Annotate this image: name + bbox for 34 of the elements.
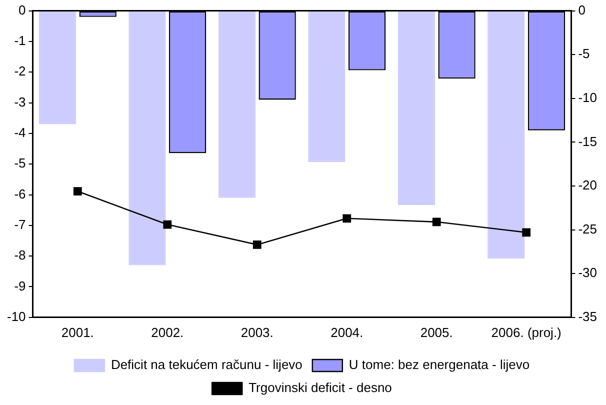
x-tick-label: 2004. [330,324,364,340]
y2-tick-label: -20 [578,178,598,193]
y-tick-label: -9 [14,278,26,294]
x-tick-label: 2001. [61,324,94,340]
y2-tick-label: -10 [578,90,598,105]
y-tick-label: -5 [14,156,26,171]
y-tick-label: -6 [14,186,26,202]
y-tick-label: -8 [14,248,26,263]
y2-tick-label: 0 [578,2,586,18]
x-tick-label: 2002. [151,324,184,340]
y-tick-label: -2 [14,64,26,79]
y2-tick-label: -5 [578,46,590,62]
point [163,220,172,229]
y2-tick-label: -25 [578,221,598,236]
y-tick-label: -10 [6,308,26,324]
point [522,228,531,237]
legend-label: Trgovinski deficit - desno [248,380,392,396]
y-tick-label: 0 [18,2,26,18]
point [252,240,262,249]
legend-label: Deficit na tekućem računu - lijevo [110,357,302,372]
y2-tick-label: -15 [578,134,598,149]
y-tick-label: -3 [14,94,26,110]
x-tick-label: 2003. [240,324,274,340]
y2-tick-label: -35 [578,308,598,324]
point [342,214,352,223]
y-tick-label: -4 [14,125,26,140]
point [432,218,441,226]
y-tick-label: -7 [14,217,26,232]
y2-tick-label: -30 [578,265,598,280]
legend-label: U tome: bez energenata - lijevo [348,357,530,372]
x-tick-label: 2005. [420,324,453,340]
x-tick-label: 2006. (proj.) [491,324,562,340]
point [73,187,82,196]
y-tick-label: -1 [14,33,26,48]
